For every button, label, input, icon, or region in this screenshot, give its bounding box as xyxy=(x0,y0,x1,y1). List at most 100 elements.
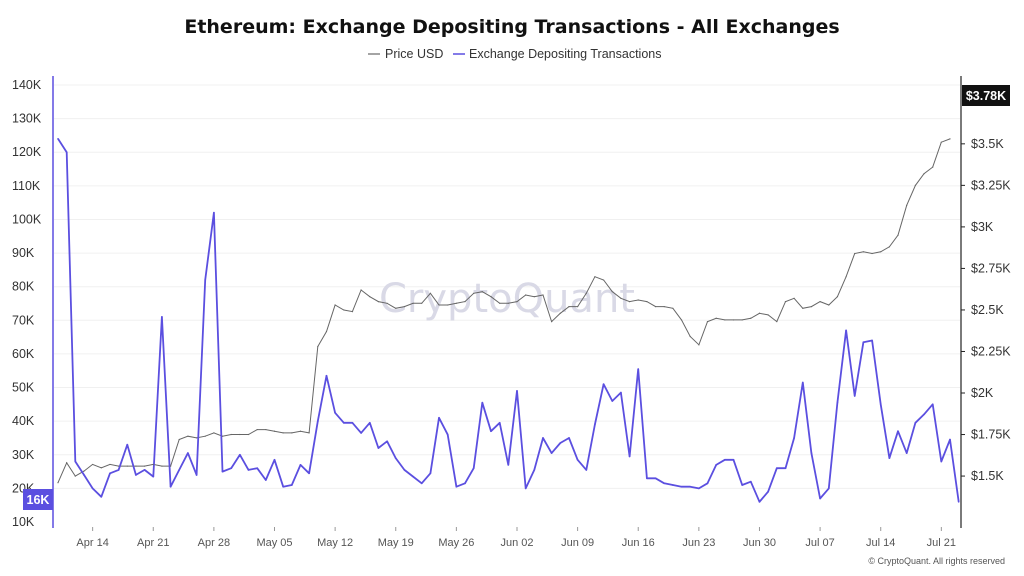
exchange-depositing-transactions-point xyxy=(862,341,865,343)
exchange-depositing-transactions-point xyxy=(403,469,406,471)
exchange-depositing-transactions-point xyxy=(654,477,657,480)
price-usd-point xyxy=(412,302,414,304)
price-usd-point xyxy=(672,307,674,309)
price-usd-point xyxy=(750,317,752,319)
price-usd-point xyxy=(637,299,639,301)
left-current-value: 16K xyxy=(27,493,50,507)
left-tick-label: 130K xyxy=(12,112,42,126)
exchange-depositing-transactions-point xyxy=(91,487,94,490)
exchange-depositing-transactions-point xyxy=(256,467,258,470)
exchange-depositing-transactions-point xyxy=(325,374,328,377)
exchange-depositing-transactions-point xyxy=(334,411,336,414)
price-usd-point xyxy=(273,430,276,432)
x-tick-label: Apr 21 xyxy=(137,537,169,549)
gridlines xyxy=(54,84,960,489)
price-usd-point xyxy=(403,306,406,308)
exchange-depositing-transactions-point xyxy=(724,459,726,461)
legend-price-label[interactable]: Price USD xyxy=(385,47,443,61)
exchange-depositing-transactions-point xyxy=(949,438,951,441)
price-usd-point xyxy=(247,433,250,436)
price-usd-point xyxy=(499,302,501,304)
exchange-depositing-transactions-point xyxy=(594,423,596,426)
price-usd-point xyxy=(118,465,120,467)
exchange-depositing-transactions-point xyxy=(265,479,267,481)
exchange-depositing-transactions-point xyxy=(412,475,414,478)
exchange-depositing-transactions-point xyxy=(879,403,882,406)
exchange-depositing-transactions-point xyxy=(620,391,622,394)
price-usd-point xyxy=(239,433,241,436)
right-tick-label: $2.25K xyxy=(971,344,1011,358)
x-axis-ticks: Apr 14 Apr 21 Apr 28 May 05 May 12 May 19 May … xyxy=(76,527,956,549)
exchange-depositing-transactions-point xyxy=(689,485,691,488)
price-usd-point xyxy=(481,291,483,293)
exchange-depositing-transactions-point xyxy=(827,487,830,490)
exchange-depositing-transactions-point xyxy=(386,440,388,443)
price-usd-point xyxy=(819,301,821,303)
x-tick-label: Apr 28 xyxy=(198,537,230,549)
price-usd-point xyxy=(828,304,830,306)
legend-tx-label[interactable]: Exchange Depositing Transactions xyxy=(469,47,661,61)
exchange-depositing-transactions-point xyxy=(472,467,475,470)
left-tick-label: 70K xyxy=(12,313,35,327)
price-usd-point xyxy=(836,296,839,298)
left-current-value-tag-bg xyxy=(23,489,53,510)
price-usd-point xyxy=(776,320,778,323)
price-usd-point xyxy=(542,294,544,296)
price-usd-point xyxy=(109,463,111,466)
price-usd-point xyxy=(161,465,163,467)
price-usd-point xyxy=(854,252,856,255)
exchange-depositing-transactions-point xyxy=(611,400,614,402)
exchange-depositing-transactions-point xyxy=(126,443,129,446)
price-usd-point xyxy=(343,309,345,311)
exchange-depositing-transactions-point xyxy=(706,482,709,485)
exchange-depositing-transactions-point xyxy=(446,433,449,436)
price-usd-point xyxy=(325,330,328,333)
price-usd-point xyxy=(715,317,717,319)
price-usd-point xyxy=(455,302,457,304)
left-tick-label: 110K xyxy=(12,179,41,193)
right-current-value-tag: $3.78K xyxy=(962,85,1010,106)
price-usd-point xyxy=(204,435,206,437)
exchange-depositing-transactions-point xyxy=(420,482,423,485)
exchange-depositing-transactions-point xyxy=(585,469,588,471)
price-usd-point xyxy=(906,204,908,206)
price-usd-point xyxy=(230,433,232,436)
left-tick-label: 140K xyxy=(12,78,42,92)
x-tick-label: May 26 xyxy=(438,537,474,549)
exchange-depositing-transactions-point xyxy=(646,477,648,480)
price-usd-point xyxy=(568,306,570,308)
exchange-depositing-transactions-point xyxy=(394,457,397,459)
exchange-depositing-transactions-point xyxy=(801,381,804,384)
price-usd-point xyxy=(602,279,605,281)
price-usd-point xyxy=(334,304,336,306)
x-tick-label: Jul 14 xyxy=(866,537,895,549)
exchange-depositing-transactions-point xyxy=(741,484,743,486)
legend[interactable]: Price USD Exchange Depositing Transactio… xyxy=(368,47,661,61)
exchange-depositing-transactions-point xyxy=(698,487,700,490)
exchange-depositing-transactions-point xyxy=(524,487,527,490)
left-tick-label: 120K xyxy=(12,145,42,159)
price-usd-point xyxy=(317,345,319,348)
price-usd-point xyxy=(784,301,787,303)
right-tick-label: $2.75K xyxy=(971,261,1011,275)
x-tick-label: May 19 xyxy=(378,537,414,549)
right-current-value-tag-bg xyxy=(962,85,1010,106)
exchange-depositing-transactions-point xyxy=(135,474,137,476)
price-usd-point xyxy=(654,306,657,308)
price-usd-point xyxy=(213,432,215,434)
exchange-depositing-transactions-point xyxy=(438,416,440,419)
x-tick-label: Jun 23 xyxy=(682,537,715,549)
chart-title: Ethereum: Exchange Depositing Transactio… xyxy=(184,16,839,38)
right-current-value: $3.78K xyxy=(966,89,1006,103)
price-usd-series-line xyxy=(57,138,951,483)
exchange-depositing-transactions-point xyxy=(100,495,103,498)
exchange-depositing-transactions-point xyxy=(871,339,873,342)
price-usd-point xyxy=(767,314,769,316)
price-usd-point xyxy=(732,319,735,321)
exchange-depositing-transactions-point xyxy=(291,484,293,486)
price-usd-point xyxy=(923,173,925,175)
exchange-depositing-transactions-point xyxy=(550,452,553,454)
price-usd-point xyxy=(377,301,380,303)
left-tick-label: 100K xyxy=(12,212,42,226)
